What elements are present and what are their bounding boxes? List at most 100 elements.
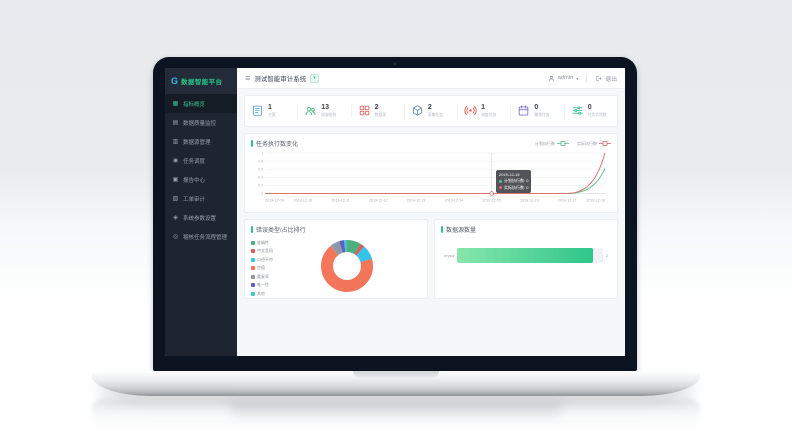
laptop-screen-bezel: G 数据智能平台 ▦ 指标概览 ▤ 数据质量监控 ▥ 数据源管理 ◉ 任务调度 ▣ 报告中心 ▧ 工单…	[153, 57, 637, 371]
dashboard-content: 1 方案 13 质量规则 2 数据源 2 采集任务 1 调度任务 0 稽核任务 0 任务实例数 任务执行数…	[237, 89, 625, 356]
stat-label: 方案	[268, 112, 276, 117]
svg-text:2019-12-16: 2019-12-16	[520, 199, 539, 203]
broadcast-icon	[464, 106, 477, 116]
tab-dropdown-button[interactable]: ▾	[310, 73, 319, 83]
sidebar-item-2[interactable]: ▥ 数据源管理	[165, 132, 237, 151]
stat-card-2: 2 数据源	[352, 104, 405, 118]
bar-track	[457, 247, 603, 263]
title-accent-bar	[441, 225, 443, 233]
report-icon: ▣	[172, 177, 179, 183]
stat-card-3: 2 采集任务	[405, 104, 459, 118]
laptop-base-notch	[353, 371, 439, 379]
svg-text:2019-12-14: 2019-12-14	[445, 199, 464, 203]
audit-icon: ▧	[172, 196, 179, 202]
schedule-icon: ◉	[172, 158, 179, 164]
svg-text:2019-12-11: 2019-12-11	[332, 199, 350, 203]
sidebar-item-label: 稽核任务流程管理	[183, 234, 228, 241]
svg-text:2019-12-12: 2019-12-12	[369, 199, 388, 203]
stat-card-4: 1 调度任务	[458, 104, 512, 118]
bar-chart-header: 数据源数量	[441, 225, 611, 234]
laptop-base	[92, 371, 700, 396]
legend-item[interactable]: 计划执行数	[535, 141, 569, 147]
legend-swatch-icon	[251, 291, 255, 296]
sidebar: G 数据智能平台 ▦ 指标概览 ▤ 数据质量监控 ▥ 数据源管理 ◉ 任务调度 ▣ 报告中心 ▧ 工单…	[165, 68, 237, 356]
logout-label: 退出	[605, 76, 617, 83]
donut-legend-item[interactable]: 准确性	[251, 240, 273, 246]
donut-chart-body: 准确性中文乱码口径不符空值重复率唯一性其他	[251, 237, 421, 300]
clipboard-icon	[253, 106, 262, 117]
donut-legend-label: 中文乱码	[257, 248, 273, 254]
sidebar-item-0[interactable]: ▦ 指标概览	[165, 94, 237, 113]
stat-card-5: 0 稽核任务	[511, 104, 565, 118]
bar-category-label: mysql	[444, 252, 455, 258]
logout-button[interactable]: 退出	[595, 74, 617, 83]
donut-legend-label: 唯一性	[257, 282, 269, 288]
bar-chart-body: mysql 2	[441, 247, 611, 263]
stat-label: 采集任务	[427, 112, 444, 117]
line-chart-card: 任务执行数变化 计划执行数 实际执行数 1 0.8 0.6 0.4 0.2 0 2019-12…	[244, 133, 618, 213]
title-accent-bar	[251, 140, 253, 147]
sidebar-item-label: 工单审计	[183, 196, 206, 203]
donut-slice	[321, 239, 373, 292]
donut-legend-item[interactable]: 其他	[251, 291, 273, 297]
donut-legend-item[interactable]: 唯一性	[251, 282, 273, 288]
donut-legend-label: 口径不符	[257, 256, 273, 262]
legend-swatch-icon	[251, 240, 255, 245]
svg-text:2019-12-13: 2019-12-13	[407, 199, 426, 203]
donut-legend-item[interactable]: 口径不符	[251, 257, 273, 263]
stat-card-1: 13 质量规则	[298, 104, 352, 118]
svg-text:0.2: 0.2	[258, 184, 263, 188]
webcam-dot-icon	[393, 62, 397, 65]
sidebar-item-label: 报告中心	[183, 177, 206, 184]
app-window: G 数据智能平台 ▦ 指标概览 ▤ 数据质量监控 ▥ 数据源管理 ◉ 任务调度 ▣ 报告中心 ▧ 工单…	[165, 68, 625, 356]
main-area: ≡ 测试智能审计系统 ▾ admin ▾ 退出	[237, 68, 625, 356]
user-menu[interactable]: admin ▾	[548, 75, 579, 82]
app-logo[interactable]: G 数据智能平台	[165, 68, 237, 94]
line-chart-legend: 计划执行数 实际执行数	[535, 141, 611, 147]
stat-value: 1	[268, 104, 272, 112]
monitor-icon: ▤	[172, 120, 179, 126]
settings-icon: ◈	[173, 215, 178, 221]
sidebar-item-5[interactable]: ▧ 工单审计	[165, 189, 237, 208]
sidebar-item-1[interactable]: ▤ 数据质量监控	[165, 113, 237, 132]
stat-value: 2	[374, 104, 379, 112]
reflection-smudge	[231, 401, 561, 423]
donut-legend-item[interactable]: 中文乱码	[251, 248, 273, 254]
sidebar-item-3[interactable]: ◉ 任务调度	[165, 151, 237, 170]
stat-value: 0	[587, 104, 592, 112]
svg-text:2019-12-09: 2019-12-09	[265, 199, 284, 203]
legend-swatch-icon	[251, 257, 255, 262]
stat-value: 2	[427, 104, 432, 112]
donut-legend-item[interactable]: 重复率	[251, 274, 273, 280]
line-chart-title: 任务执行数变化	[256, 142, 299, 148]
tab-current-system[interactable]: 测试智能审计系统	[254, 76, 307, 83]
dashboard-icon: ▦	[172, 101, 179, 107]
svg-text:0: 0	[261, 192, 263, 196]
stat-value: 0	[534, 104, 539, 112]
sidebar-item-label: 系统参数设置	[183, 215, 217, 222]
caret-down-icon: ▾	[576, 75, 579, 81]
legend-line-marker-icon	[599, 141, 611, 146]
stat-card-0: 1 方案	[245, 104, 299, 118]
svg-text:0.8: 0.8	[258, 159, 263, 163]
donut-legend-item[interactable]: 空值	[251, 265, 273, 271]
title-accent-bar	[251, 225, 253, 233]
svg-text:2019-12-15: 2019-12-15	[482, 199, 501, 203]
legend-label: 实际执行数	[577, 140, 597, 146]
legend-swatch-icon	[251, 249, 255, 254]
stat-label: 稽核任务	[534, 112, 550, 117]
collapse-sidebar-icon[interactable]: ≡	[245, 72, 251, 83]
sidebar-item-6[interactable]: ◈ 系统参数设置	[165, 208, 237, 227]
user-name: admin	[557, 75, 574, 81]
stat-card-6: 0 任务实例数	[565, 104, 617, 117]
sidebar-item-4[interactable]: ▣ 报告中心	[165, 170, 237, 189]
sliders-icon	[572, 106, 582, 116]
svg-text:2019-12-10: 2019-12-10	[294, 199, 313, 203]
donut-legend-label: 准确性	[257, 239, 269, 245]
legend-item[interactable]: 实际执行数	[577, 141, 611, 147]
logout-icon	[596, 75, 602, 81]
svg-text:0.4: 0.4	[258, 176, 263, 180]
sidebar-item-7[interactable]: ◎ 稽核任务流程管理	[165, 227, 237, 246]
stat-label: 质量规则	[321, 112, 337, 117]
workflow-icon: ◎	[172, 234, 179, 240]
